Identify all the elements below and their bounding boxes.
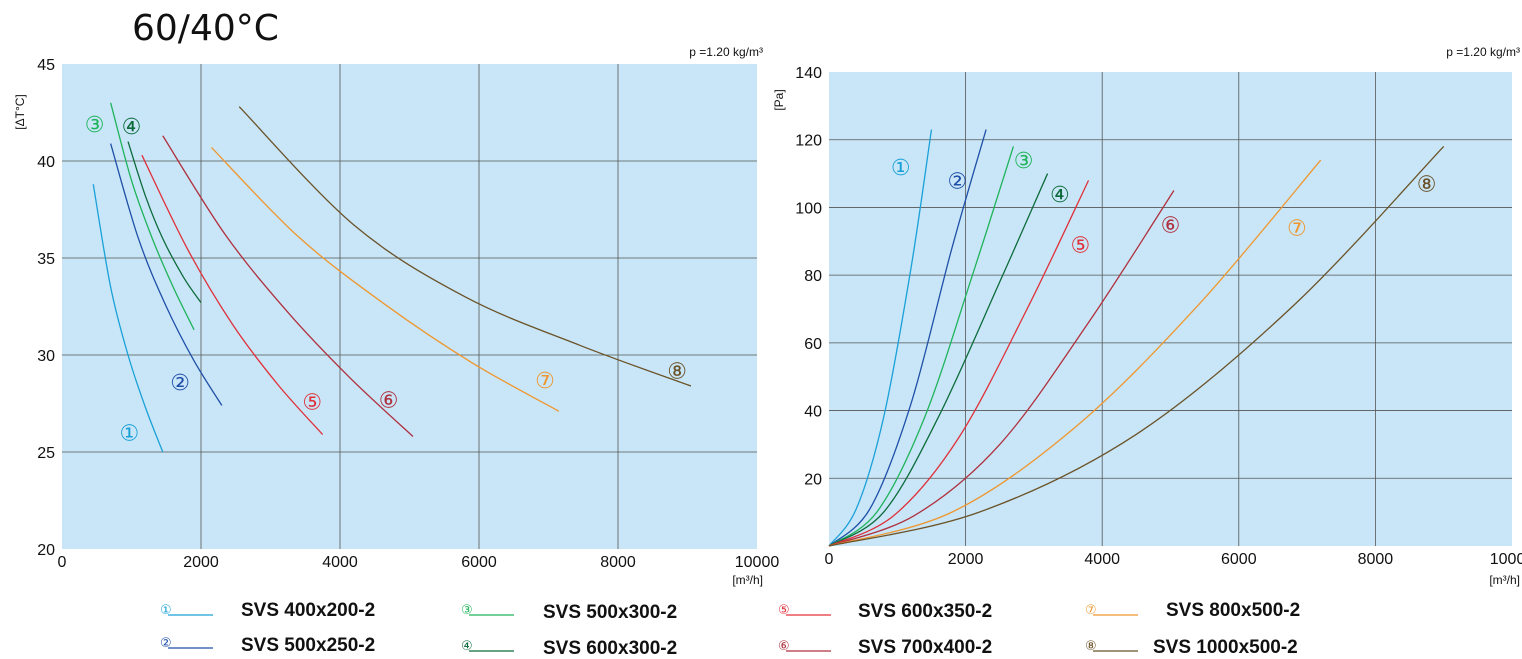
right-chart-x-tick-10000: 10000 — [1490, 551, 1522, 568]
legend-label-3: SVS 500x300-2 — [543, 602, 677, 623]
left-chart-x-tick-4000: 4000 — [322, 554, 358, 571]
left-chart-x-tick-6000: 6000 — [461, 554, 497, 571]
left-chart-series-7-marker: ⑦ — [535, 369, 555, 394]
left-chart-x-tick-0: 0 — [58, 554, 67, 571]
right-chart-y-tick-140: 140 — [795, 65, 822, 82]
left-chart-density-label: p =1.20 kg/m³ — [689, 45, 763, 59]
left-chart-series-5-line — [141, 154, 324, 435]
legend-marker-5: ⑤ — [778, 603, 790, 618]
left-chart-plot-area — [62, 64, 757, 549]
right-chart-y-tick-40: 40 — [804, 404, 822, 421]
right-chart-y-tick-120: 120 — [795, 133, 822, 150]
left-chart-series-4-marker: ④ — [122, 115, 142, 140]
right-chart-series-7-marker: ⑦ — [1287, 217, 1307, 242]
right-chart-series-1-marker: ① — [891, 156, 911, 181]
right-chart-series-8-line — [828, 146, 1445, 547]
left-chart-y-tick-40: 40 — [37, 154, 55, 171]
right-chart-series-5-marker: ⑤ — [1070, 234, 1090, 259]
left-chart-series-6-marker: ⑥ — [379, 389, 399, 414]
page-title: 60/40°C — [132, 8, 279, 49]
right-chart-plot-area — [829, 72, 1512, 546]
left-chart-y-tick-25: 25 — [37, 445, 55, 462]
legend-label-6: SVS 700x400-2 — [858, 637, 992, 658]
legend-label-5: SVS 600x350-2 — [858, 601, 992, 622]
right-chart-plot — [829, 72, 1512, 546]
right-chart-series-7-line — [828, 159, 1322, 547]
left-chart-plot — [62, 64, 757, 549]
right-chart-series-2-line — [828, 129, 987, 547]
left-chart-series-5-marker: ⑤ — [302, 391, 322, 416]
left-chart-y-tick-20: 20 — [37, 542, 55, 559]
right-chart-series-4-marker: ④ — [1050, 183, 1070, 208]
legend-marker-6: ⑥ — [778, 639, 790, 654]
left-chart-x-tick-2000: 2000 — [183, 554, 219, 571]
legend-label-4: SVS 600x300-2 — [543, 638, 677, 659]
left-chart-series-3-line — [110, 102, 195, 331]
legend-marker-7: ⑦ — [1085, 603, 1097, 618]
left-chart-series-3-marker: ③ — [85, 113, 105, 138]
left-chart-y-tick-45: 45 — [37, 57, 55, 74]
legend-label-8: SVS 1000x500-2 — [1153, 637, 1298, 658]
left-chart-series-2-line — [110, 143, 223, 406]
left-chart-series-1-marker: ① — [120, 422, 140, 447]
left-chart-series-7-line — [210, 146, 560, 412]
legend-marker-1: ① — [160, 603, 172, 618]
left-chart-x-tick-10000: 10000 — [735, 554, 780, 571]
right-chart-series-4-line — [828, 173, 1049, 547]
right-chart-series-8-marker: ⑧ — [1417, 173, 1437, 198]
right-chart-ylabel: [Pa] — [772, 89, 786, 110]
left-chart-y-tick-35: 35 — [37, 251, 55, 268]
right-chart-x-tick-0: 0 — [825, 551, 834, 568]
right-chart-x-tick-4000: 4000 — [1084, 551, 1120, 568]
left-chart-series-6-line — [162, 135, 414, 437]
left-chart-series-4-line — [127, 141, 202, 303]
legend: ① SVS 400x200-2 ② SVS 500x250-2 ③ SVS 50… — [160, 600, 1300, 659]
right-chart-series-2-marker: ② — [948, 169, 968, 194]
right-chart-y-tick-20: 20 — [804, 471, 822, 488]
right-chart-series-3-marker: ③ — [1014, 149, 1034, 174]
right-chart-x-tick-8000: 8000 — [1358, 551, 1394, 568]
right-chart-xlabel: [m³/h] — [1489, 573, 1520, 587]
right-chart-y-tick-80: 80 — [804, 268, 822, 285]
legend-marker-4: ④ — [461, 639, 473, 654]
legend-label-1: SVS 400x200-2 — [241, 600, 375, 621]
left-chart-x-tick-8000: 8000 — [600, 554, 636, 571]
left-chart-series-1-line — [92, 184, 164, 453]
left-chart-y-tick-30: 30 — [37, 348, 55, 365]
right-chart-y-tick-100: 100 — [795, 200, 822, 217]
right-chart-series-6-line — [828, 190, 1175, 547]
legend-marker-8: ⑧ — [1085, 639, 1097, 654]
left-chart-series-2-marker: ② — [170, 371, 190, 396]
right-chart-series-3-line — [828, 146, 1015, 547]
legend-marker-3: ③ — [461, 603, 473, 618]
right-chart-series-5-line — [828, 180, 1090, 547]
left-chart-xlabel: [m³/h] — [732, 573, 763, 587]
legend-label-2: SVS 500x250-2 — [241, 635, 375, 656]
right-chart-series-6-marker: ⑥ — [1161, 213, 1181, 238]
right-chart-y-tick-60: 60 — [804, 336, 822, 353]
left-chart-series-8-line — [238, 106, 692, 387]
right-chart-density-label: p =1.20 kg/m³ — [1446, 45, 1520, 59]
legend-marker-2: ② — [160, 636, 172, 651]
left-chart-series-8-marker: ⑧ — [667, 360, 687, 385]
legend-label-7: SVS 800x500-2 — [1166, 600, 1300, 621]
right-chart-x-tick-2000: 2000 — [948, 551, 984, 568]
right-chart-x-tick-6000: 6000 — [1221, 551, 1257, 568]
right-chart-series-1-line — [828, 129, 933, 547]
left-chart-ylabel: [ΔT°C] — [13, 94, 27, 129]
